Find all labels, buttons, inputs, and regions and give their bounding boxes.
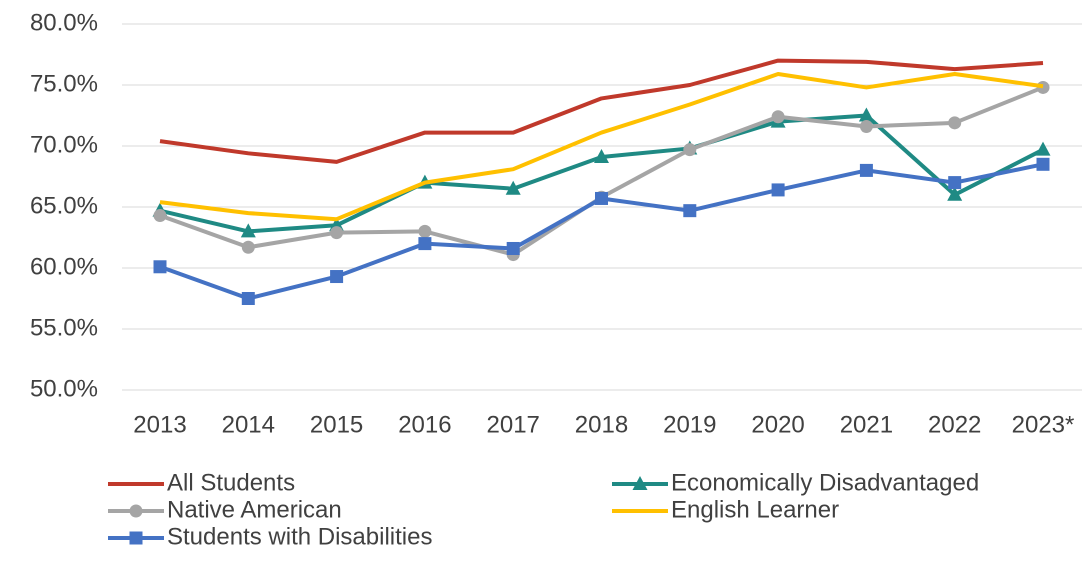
marker [418,237,432,251]
marker [418,224,432,238]
legend-label: All Students [167,469,295,496]
y-tick-label: 75.0% [30,70,98,97]
marker [947,186,963,201]
marker [859,119,873,133]
marker [153,209,167,223]
marker [505,180,521,195]
marker [1036,157,1050,171]
marker [330,270,344,284]
marker [948,176,962,190]
marker [506,241,520,255]
y-tick-label: 70.0% [30,131,98,158]
legend-label: English Learner [671,496,839,523]
marker [632,476,648,490]
marker [241,292,255,305]
marker [129,504,143,518]
legend-label: Native American [167,496,342,523]
marker [153,260,167,274]
marker [595,191,608,205]
y-tick-label: 60.0% [30,253,98,280]
marker [594,148,609,163]
x-tick-label: 2020 [751,411,804,438]
series-line [159,162,1044,301]
legend-label: Economically Disadvantaged [671,469,979,496]
x-tick-label: 2015 [310,411,363,438]
marker [858,107,874,122]
y-tick-label: 65.0% [30,192,98,219]
marker [330,226,344,240]
marker [771,183,785,197]
series-line [159,72,1044,222]
x-tick-label: 2017 [487,411,540,438]
series-line [159,58,1044,164]
x-tick-label: 2013 [133,411,186,438]
marker [683,143,697,157]
x-tick-label: 2014 [222,411,275,438]
marker [683,204,697,218]
legend-label: Students with Disabilities [167,523,432,550]
marker [859,163,873,177]
marker [771,110,785,124]
y-tick-label: 50.0% [30,375,98,402]
marker [1035,141,1051,156]
x-tick-label: 2016 [398,411,451,438]
marker [129,531,143,545]
y-tick-label: 55.0% [30,314,98,341]
x-tick-label: 2019 [663,411,716,438]
x-tick-label: 2018 [575,411,628,438]
x-tick-label: 2021 [840,411,893,438]
x-tick-label: 2022 [928,411,981,438]
x-tick-label: 2023* [1012,411,1075,438]
marker [240,223,256,238]
y-tick-label: 80.0% [30,9,98,36]
marker [241,240,255,254]
marker [948,116,962,130]
